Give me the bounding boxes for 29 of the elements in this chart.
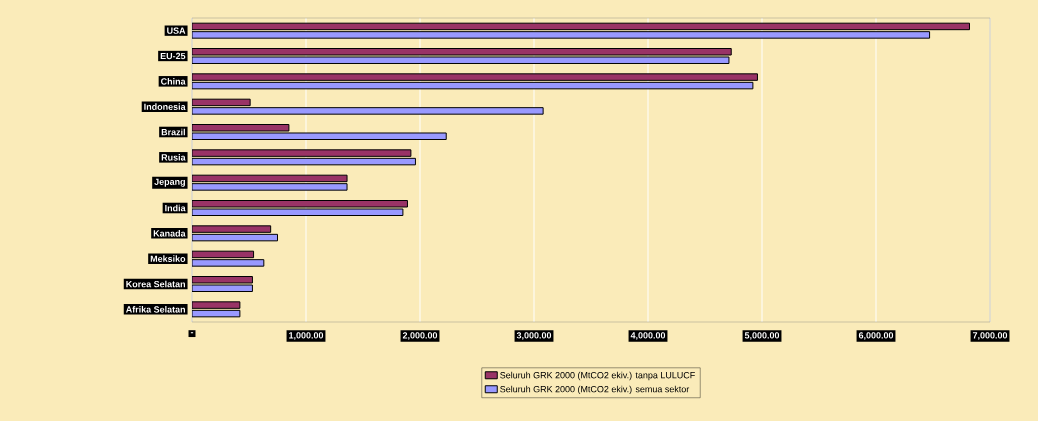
bar xyxy=(192,259,265,267)
legend-label: Seluruh GRK 2000 (MtCO2 ekiv.) tanpa LULUCF xyxy=(500,371,695,381)
y-tick-label: China xyxy=(161,78,186,85)
x-tick-label: 6,000.00 xyxy=(858,332,894,340)
y-tick-label: Indonesia xyxy=(144,103,186,110)
x-tick-label: 2,000.00 xyxy=(402,332,438,340)
legend-label: Seluruh GRK 2000 (MtCO2 ekiv.) semua sektor xyxy=(500,385,690,395)
bar xyxy=(192,31,931,39)
y-tick-label: Kanada xyxy=(153,230,186,237)
x-tick-label: 4,000.00 xyxy=(630,332,666,340)
x-tick-label: 5,000.00 xyxy=(744,332,780,340)
y-tick-label: EU-25 xyxy=(160,52,186,60)
x-tick-label: 7,000.00 xyxy=(972,332,1008,340)
y-tick-label: Korea Selatan xyxy=(126,280,185,288)
bar xyxy=(192,73,758,81)
bar xyxy=(192,183,348,191)
y-tick-label: India xyxy=(165,204,186,212)
y-tick-label: Rusia xyxy=(161,154,186,161)
x-tick-label: - xyxy=(190,332,194,334)
y-tick-label: USA xyxy=(167,27,186,34)
y-tick-label: Meksiko xyxy=(150,255,186,262)
bar xyxy=(192,107,544,115)
y-tick-label: Afrika Selatan xyxy=(125,306,185,313)
bar xyxy=(192,225,272,233)
bar xyxy=(192,149,412,157)
x-tick-label: 3,000.00 xyxy=(516,332,552,340)
y-tick-label: Brazil xyxy=(161,128,185,136)
x-tick-label: 1,000.00 xyxy=(289,332,324,340)
y-tick-label: Jepang xyxy=(154,178,185,187)
